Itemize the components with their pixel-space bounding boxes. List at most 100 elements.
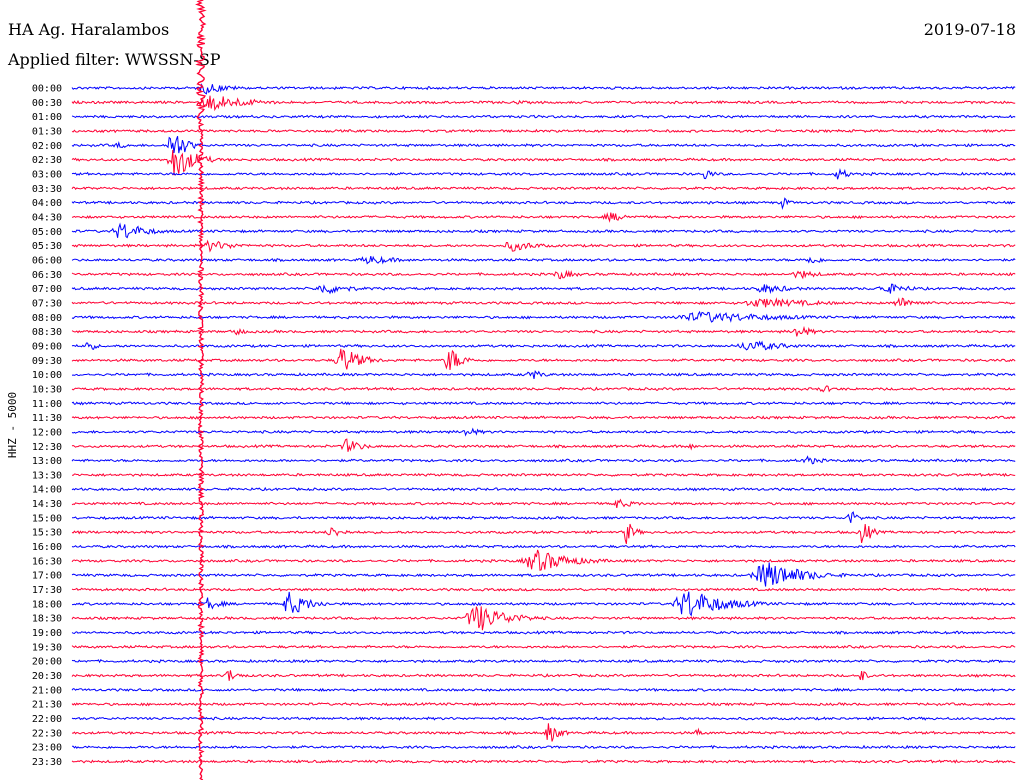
trace-row xyxy=(71,438,1016,452)
filter-label: Applied filter: WWSSN-SP xyxy=(8,50,221,69)
time-tick-label: 11:30 xyxy=(32,413,62,424)
trace-row xyxy=(71,297,1016,308)
trace-row xyxy=(71,723,1016,742)
trace-row xyxy=(71,83,1016,95)
time-tick-label: 14:30 xyxy=(32,499,62,510)
time-tick-label: 04:00 xyxy=(32,198,62,209)
trace-row xyxy=(71,759,1016,764)
trace-row xyxy=(71,239,1016,253)
time-tick-label: 17:30 xyxy=(32,585,62,596)
trace-group xyxy=(71,0,1016,780)
time-tick-label: 08:00 xyxy=(32,313,62,324)
trace-row xyxy=(72,744,1016,750)
trace-row xyxy=(71,606,1016,631)
time-tick-label: 03:30 xyxy=(32,184,62,195)
trace-row xyxy=(71,701,1016,707)
trace-row xyxy=(71,498,1016,508)
trace-row xyxy=(71,310,1016,323)
time-tick-label: 05:30 xyxy=(32,241,62,252)
time-ticks: 00:00 00:30 01:00 01:30 02:00 02:30 03:00 03:30… xyxy=(32,84,62,769)
time-tick-label: 11:00 xyxy=(32,399,62,410)
trace-row xyxy=(71,325,1016,337)
time-tick-label: 18:30 xyxy=(32,614,62,625)
time-tick-label: 23:00 xyxy=(32,743,62,754)
time-tick-label: 16:30 xyxy=(32,556,62,567)
time-tick-label: 21:00 xyxy=(32,685,62,696)
time-tick-label: 01:30 xyxy=(32,126,62,137)
time-tick-label: 03:00 xyxy=(32,169,62,180)
time-tick-label: 15:00 xyxy=(32,513,62,524)
time-tick-label: 13:00 xyxy=(32,456,62,467)
time-tick-label: 19:00 xyxy=(32,628,62,639)
time-tick-label: 23:30 xyxy=(32,757,62,768)
trace-row xyxy=(71,523,1016,545)
channel-label: HHZ - 5000 xyxy=(6,392,19,458)
trace-row xyxy=(71,222,1016,239)
time-tick-label: 07:30 xyxy=(32,298,62,309)
trace-row xyxy=(71,114,1016,119)
trace-row xyxy=(71,455,1016,465)
trace-row xyxy=(71,269,1016,280)
time-tick-label: 08:30 xyxy=(32,327,62,338)
trace-row xyxy=(71,544,1016,549)
time-tick-label: 00:30 xyxy=(32,98,62,109)
time-tick-label: 15:30 xyxy=(32,528,62,539)
trace-row xyxy=(71,549,1016,571)
trace-row xyxy=(71,128,1016,134)
trace-row xyxy=(71,658,1016,664)
trace-row xyxy=(71,486,1016,492)
time-tick-label: 00:00 xyxy=(32,84,62,95)
trace-row xyxy=(71,340,1016,351)
trace-row xyxy=(71,211,1016,223)
trace-row xyxy=(71,687,1016,693)
time-tick-label: 19:30 xyxy=(32,642,62,653)
time-tick-label: 14:00 xyxy=(32,485,62,496)
trace-row xyxy=(71,136,1016,154)
trace-row xyxy=(71,716,1016,721)
trace-row xyxy=(71,369,1016,379)
trace-row xyxy=(71,197,1016,211)
trace-row xyxy=(71,587,1016,592)
time-tick-label: 16:00 xyxy=(32,542,62,553)
time-tick-label: 02:00 xyxy=(32,141,62,152)
trace-row xyxy=(71,415,1016,420)
trace-row xyxy=(71,670,1016,681)
time-tick-label: 10:30 xyxy=(32,384,62,395)
trace-row xyxy=(72,472,1016,478)
date-label: 2019-07-18 xyxy=(923,20,1016,39)
time-tick-label: 13:30 xyxy=(32,470,62,481)
time-tick-label: 05:00 xyxy=(32,227,62,238)
time-tick-label: 06:30 xyxy=(32,270,62,281)
time-tick-label: 18:00 xyxy=(32,599,62,610)
trace-row xyxy=(71,562,1016,587)
time-tick-label: 01:00 xyxy=(32,112,62,123)
trace-row xyxy=(71,283,1016,295)
time-tick-label: 06:00 xyxy=(32,255,62,266)
time-tick-label: 09:00 xyxy=(32,341,62,352)
time-tick-label: 04:30 xyxy=(32,212,62,223)
time-tick-label: 12:00 xyxy=(32,427,62,438)
time-tick-label: 02:30 xyxy=(32,155,62,166)
time-tick-label: 07:00 xyxy=(32,284,62,295)
time-tick-label: 09:30 xyxy=(32,356,62,367)
trace-row xyxy=(71,644,1016,649)
trace-row xyxy=(71,186,1016,191)
trace-row xyxy=(71,348,1016,371)
trace-row xyxy=(71,95,1016,112)
trace-row xyxy=(71,400,1016,406)
trace-row xyxy=(71,427,1016,437)
time-tick-label: 20:30 xyxy=(32,671,62,682)
time-tick-label: 21:30 xyxy=(32,700,62,711)
station-title: HA Ag. Haralambos xyxy=(8,20,170,39)
main-event-spike xyxy=(194,0,207,780)
trace-row xyxy=(71,385,1016,393)
trace-row xyxy=(71,255,1016,265)
time-tick-label: 10:00 xyxy=(32,370,62,381)
time-tick-label: 22:00 xyxy=(32,714,62,725)
trace-row xyxy=(71,630,1016,635)
trace-row xyxy=(72,511,1016,523)
trace-row xyxy=(71,149,1016,176)
trace-row xyxy=(71,168,1016,180)
time-tick-label: 12:30 xyxy=(32,442,62,453)
